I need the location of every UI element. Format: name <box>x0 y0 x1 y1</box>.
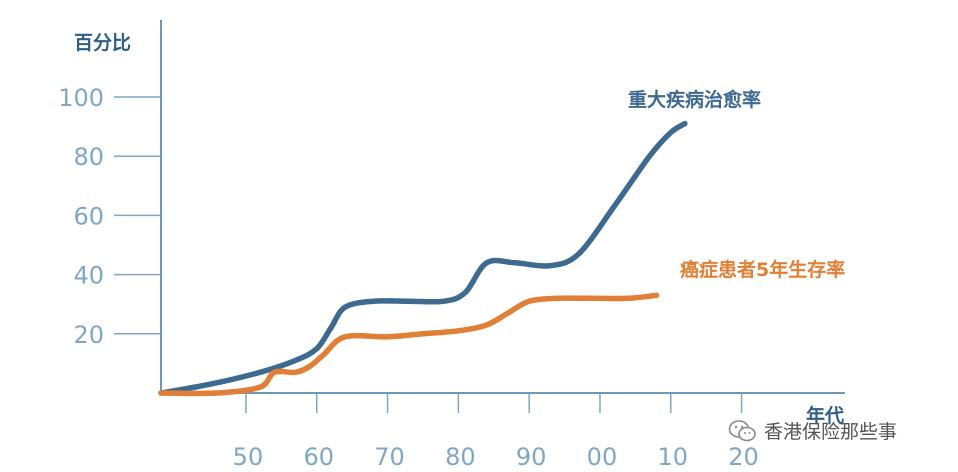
x-tick-label: 60 <box>303 443 334 471</box>
y-axis-title: 百分比 <box>74 32 131 54</box>
series-label-2: 癌症患者5年生存率 <box>680 258 845 281</box>
x-tick-label: 10 <box>657 443 688 471</box>
x-tick-label: 50 <box>233 443 264 471</box>
y-tick-marks <box>114 96 161 335</box>
x-tick-label: 80 <box>445 443 476 471</box>
x-tick-label: 20 <box>728 443 759 471</box>
y-tick-labels: 20 40 60 80 100 <box>58 84 104 349</box>
watermark: 香港保险那些事 <box>728 417 897 444</box>
watermark-text: 香港保险那些事 <box>764 421 898 443</box>
y-tick-label: 60 <box>73 202 104 230</box>
series-line-1 <box>158 120 688 396</box>
series-line-2 <box>158 292 660 397</box>
x-tick-label: 70 <box>374 443 405 471</box>
x-tick-label: 90 <box>516 443 547 471</box>
x-tick-marks <box>245 393 743 413</box>
x-axis-title-group: 年代 <box>806 404 844 427</box>
x-tick-labels: 50 60 70 80 90 00 10 20 <box>233 443 759 471</box>
x-tick-label: 00 <box>587 443 618 471</box>
wechat-icon <box>728 419 756 441</box>
y-tick-label: 100 <box>58 84 104 112</box>
x-axis-title: 年代 <box>806 404 844 427</box>
y-axis-title-group: 百分比 <box>74 32 131 54</box>
series-lines <box>158 120 688 397</box>
series-label-1: 重大疾病治愈率 <box>628 88 761 111</box>
y-tick-label: 80 <box>73 143 104 171</box>
y-tick-label: 40 <box>73 262 104 290</box>
y-tick-label: 20 <box>73 321 104 349</box>
